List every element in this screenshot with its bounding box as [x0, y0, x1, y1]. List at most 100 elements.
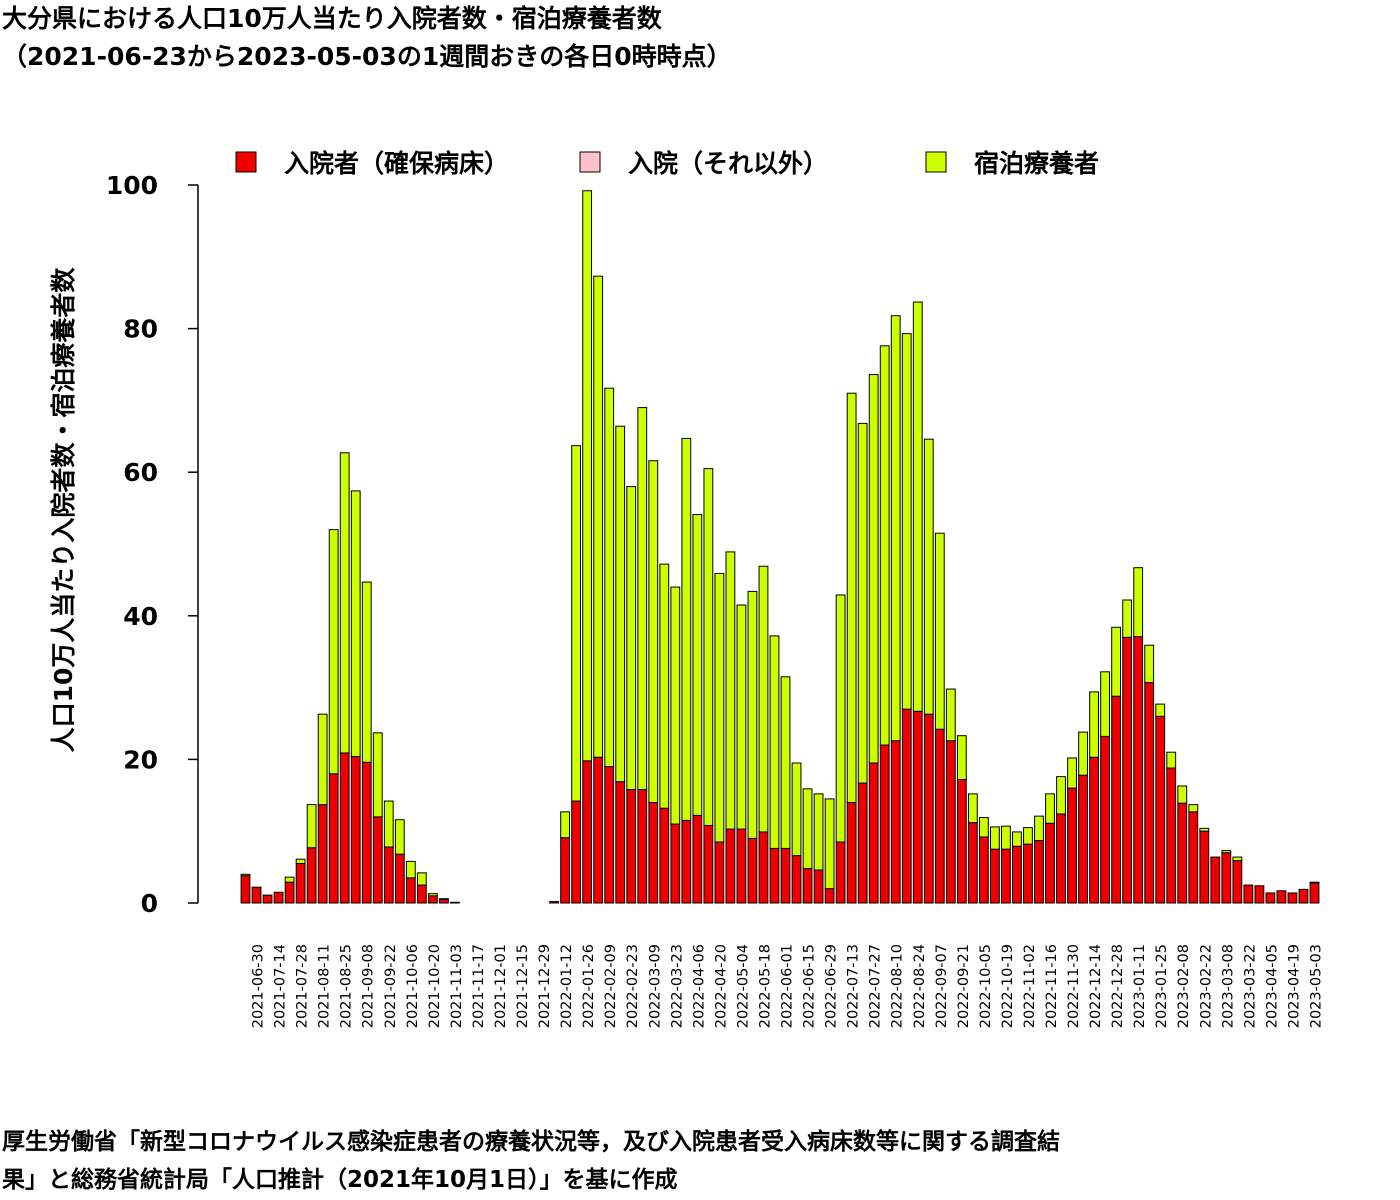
bar-2022-11-09-s0 — [1034, 840, 1044, 904]
bar-2022-09-07-s2 — [934, 532, 945, 730]
bar-2022-06-22-s2 — [813, 793, 824, 871]
bar-2021-09-01-s2 — [350, 490, 361, 758]
bar-2022-03-02-s0 — [637, 789, 648, 904]
bar-2022-03-16-s0 — [659, 807, 670, 904]
bar-2022-06-08-s2 — [791, 762, 802, 857]
x-tick-label-2022-10-19: 2022-10-19 — [1000, 944, 1016, 1028]
bar-2023-01-18-s2 — [1144, 644, 1155, 684]
y-axis-label: 人口10万人当たり入院者数・宿泊療養者数 — [49, 267, 78, 753]
bar-2022-05-18-s2 — [758, 565, 769, 833]
x-tick-label-2023-03-08: 2023-03-08 — [1220, 944, 1236, 1028]
bar-2022-06-22-s0 — [813, 869, 824, 904]
bar-2023-03-29-s0 — [1254, 885, 1265, 904]
bar-2022-04-13-s0 — [703, 824, 714, 904]
bar-2022-07-13-s2 — [846, 392, 857, 803]
bar-2022-08-24-s0 — [912, 710, 923, 904]
x-tick-label-2022-11-30: 2022-11-30 — [1066, 944, 1082, 1028]
y-tick-label-20: 20 — [123, 745, 158, 774]
bar-2022-03-23-s2 — [670, 586, 681, 825]
bar-2021-08-11-s0 — [317, 804, 328, 904]
bar-2021-07-28-s0 — [295, 863, 306, 904]
bar-2021-06-30-s0 — [251, 886, 262, 904]
x-tick-label-2023-02-22: 2023-02-22 — [1198, 944, 1214, 1028]
bar-2022-08-17-s0 — [901, 708, 912, 904]
x-tick-label-2021-08-11: 2021-08-11 — [317, 944, 333, 1028]
bar-2022-02-02-s0 — [593, 756, 604, 904]
bar-2022-11-16-s0 — [1045, 822, 1055, 904]
bar-2022-05-04-s0 — [736, 828, 747, 904]
bar-2022-09-21-s0 — [956, 779, 967, 904]
x-tick-label-2022-08-10: 2022-08-10 — [890, 944, 906, 1028]
bar-2023-02-08-s0 — [1177, 802, 1188, 904]
bar-2022-11-02-s0 — [1023, 843, 1033, 904]
bar-2022-03-16-s2 — [659, 563, 670, 809]
bar-2021-06-23-s2 — [240, 873, 251, 877]
x-tick-label-2022-04-20: 2022-04-20 — [713, 944, 729, 1028]
bar-2022-11-02-s2 — [1023, 827, 1033, 845]
bar-2022-05-25-s0 — [769, 847, 780, 904]
x-tick-label-2021-09-22: 2021-09-22 — [383, 944, 399, 1028]
bar-2021-10-13-s0 — [416, 884, 427, 904]
bar-2021-08-04-s0 — [306, 847, 317, 904]
legend: 入院者（確保病床） 入院（それ以外） 宿泊療養者 — [235, 149, 1099, 178]
bar-2022-02-16-s0 — [615, 781, 626, 904]
bar-2022-07-27-s2 — [868, 374, 879, 764]
bar-2022-09-21-s2 — [956, 735, 967, 781]
bar-2022-06-08-s0 — [791, 855, 802, 904]
bar-2021-06-23-s0 — [240, 875, 251, 904]
bar-2021-09-29-s0 — [394, 853, 405, 904]
bar-2023-01-11-s0 — [1133, 636, 1144, 904]
x-tick-label-2021-12-29: 2021-12-29 — [537, 944, 553, 1028]
x-tick-label-2022-06-29: 2022-06-29 — [824, 944, 840, 1028]
bar-2022-10-19-s2 — [1001, 825, 1011, 850]
bar-2022-02-23-s0 — [626, 789, 637, 904]
bar-2022-04-13-s2 — [703, 468, 714, 826]
x-tick-label-2022-05-18: 2022-05-18 — [757, 944, 773, 1028]
x-tick-label-2022-12-14: 2022-12-14 — [1088, 944, 1104, 1028]
bar-2022-05-04-s2 — [736, 604, 747, 830]
x-tick-label-2021-07-14: 2021-07-14 — [273, 944, 289, 1028]
x-tick-label-2022-04-06: 2022-04-06 — [691, 944, 707, 1028]
x-tick-label-2022-06-01: 2022-06-01 — [780, 944, 796, 1028]
x-tick-label-2022-06-15: 2022-06-15 — [802, 944, 818, 1028]
bar-2021-09-15-s0 — [372, 816, 383, 904]
x-tick-label-2023-05-03: 2023-05-03 — [1308, 944, 1324, 1028]
bar-2022-08-03-s2 — [879, 345, 890, 746]
bar-2022-07-27-s0 — [868, 762, 879, 904]
bar-2022-04-27-s2 — [725, 551, 736, 830]
bar-2022-08-03-s0 — [879, 744, 890, 904]
bar-2022-11-16-s2 — [1045, 793, 1055, 824]
bar-2021-08-18-s0 — [328, 773, 339, 904]
bar-2022-04-27-s0 — [725, 828, 736, 904]
bar-2023-01-04-s2 — [1122, 599, 1133, 638]
bar-2022-12-14-s2 — [1089, 691, 1099, 758]
y-tick-label-100: 100 — [106, 171, 158, 200]
x-tick-label-2021-09-08: 2021-09-08 — [361, 944, 377, 1028]
bar-2022-05-11-s0 — [747, 837, 758, 904]
bar-2023-02-01-s0 — [1166, 767, 1177, 904]
bar-2022-08-24-s2 — [912, 301, 923, 712]
bar-2023-03-15-s2 — [1232, 856, 1243, 862]
bar-2023-04-12-s0 — [1276, 890, 1287, 904]
x-tick-label-2023-02-08: 2023-02-08 — [1176, 944, 1192, 1028]
bar-2022-08-31-s2 — [923, 438, 934, 715]
bar-2022-12-21-s0 — [1100, 735, 1111, 904]
bar-2022-12-21-s2 — [1100, 671, 1111, 737]
bar-2022-10-19-s0 — [1001, 848, 1011, 904]
x-tick-label-2021-12-15: 2021-12-15 — [515, 944, 531, 1028]
x-tick-label-2022-08-24: 2022-08-24 — [912, 944, 928, 1028]
chart-subtitle: （2021-06-23から2023-05-03の1週間おきの各日0時時点） — [2, 42, 732, 71]
bar-2023-02-15-s2 — [1188, 804, 1199, 813]
bar-2023-03-08-s0 — [1221, 852, 1232, 904]
bar-2023-02-08-s2 — [1177, 785, 1188, 804]
bar-2022-10-26-s2 — [1012, 831, 1022, 847]
bar-2022-11-30-s0 — [1067, 787, 1077, 904]
y-axis: 0 20 40 60 80 100 — [106, 171, 199, 918]
bar-2023-01-25-s2 — [1155, 703, 1166, 717]
bar-2022-02-23-s2 — [626, 486, 637, 791]
x-tick-label-2021-10-20: 2021-10-20 — [427, 944, 443, 1028]
bar-2022-06-01-s2 — [780, 676, 791, 849]
x-tick-label-2021-11-03: 2021-11-03 — [449, 944, 465, 1028]
bar-2022-08-31-s0 — [923, 713, 934, 904]
bar-2022-03-23-s0 — [670, 823, 681, 904]
